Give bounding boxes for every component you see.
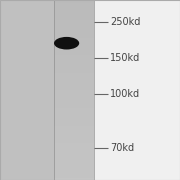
Bar <box>0 0 94 180</box>
Text: 100kd: 100kd <box>110 89 140 99</box>
Text: 70kd: 70kd <box>110 143 134 153</box>
Text: 250kd: 250kd <box>110 17 140 27</box>
Text: 150kd: 150kd <box>110 53 140 63</box>
Ellipse shape <box>54 37 79 50</box>
